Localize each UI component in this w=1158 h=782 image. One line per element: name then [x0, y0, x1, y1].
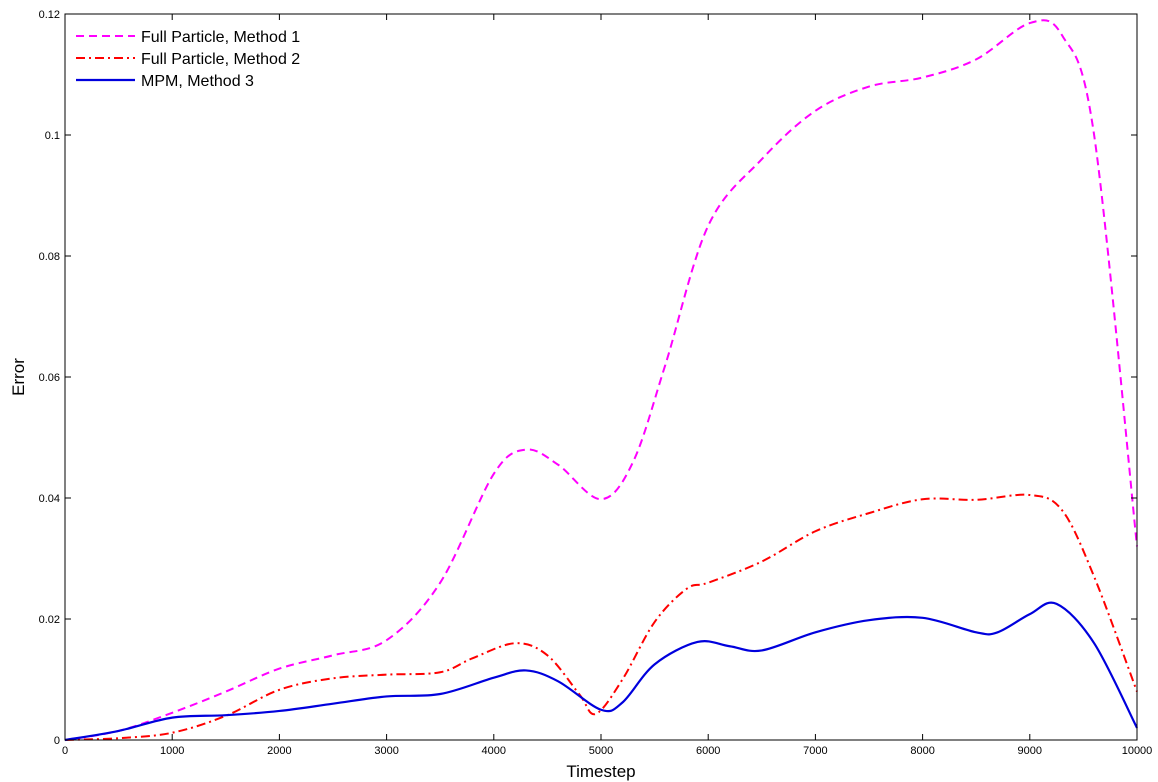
x-tick-label: 7000 [803, 745, 827, 757]
y-tick-label: 0 [54, 735, 60, 747]
plot-area [65, 14, 1137, 740]
x-tick-label: 8000 [910, 745, 934, 757]
y-tick-label: 0.08 [39, 251, 60, 263]
x-tick-label: 9000 [1018, 745, 1042, 757]
x-tick-label: 10000 [1122, 745, 1153, 757]
x-tick-label: 4000 [482, 745, 506, 757]
legend-label-1: Full Particle, Method 1 [141, 29, 300, 46]
y-tick-label: 0.1 [45, 130, 60, 142]
y-tick-label: 0.02 [39, 614, 60, 626]
y-tick-label: 0.12 [39, 9, 60, 21]
x-tick-label: 3000 [374, 745, 398, 757]
x-axis-ticks: 0 1000 2000 3000 4000 5000 6000 7000 8000 9000 100… [62, 14, 1152, 757]
y-tick-label: 0.04 [39, 493, 60, 505]
series-line-1 [64, 19, 1138, 741]
x-tick-label: 2000 [267, 745, 291, 757]
x-tick-label: 6000 [696, 745, 720, 757]
y-axis-title: Error [9, 358, 28, 396]
y-axis-ticks: 0 0.02 0.04 0.06 0.08 0.1 0.12 [39, 9, 1137, 747]
y-tick-label: 0.06 [39, 372, 60, 384]
series-line-2 [64, 493, 1138, 741]
x-axis-title: Timestep [566, 762, 635, 781]
legend-label-2: Full Particle, Method 2 [141, 51, 300, 68]
legend-label-3: MPM, Method 3 [141, 73, 254, 90]
legend: Full Particle, Method 1 Full Particle, Me… [76, 29, 300, 90]
series-line-3 [64, 601, 1138, 742]
x-tick-label: 1000 [160, 745, 184, 757]
x-tick-label: 0 [62, 745, 68, 757]
x-tick-label: 5000 [589, 745, 613, 757]
series-layer [64, 19, 1138, 742]
